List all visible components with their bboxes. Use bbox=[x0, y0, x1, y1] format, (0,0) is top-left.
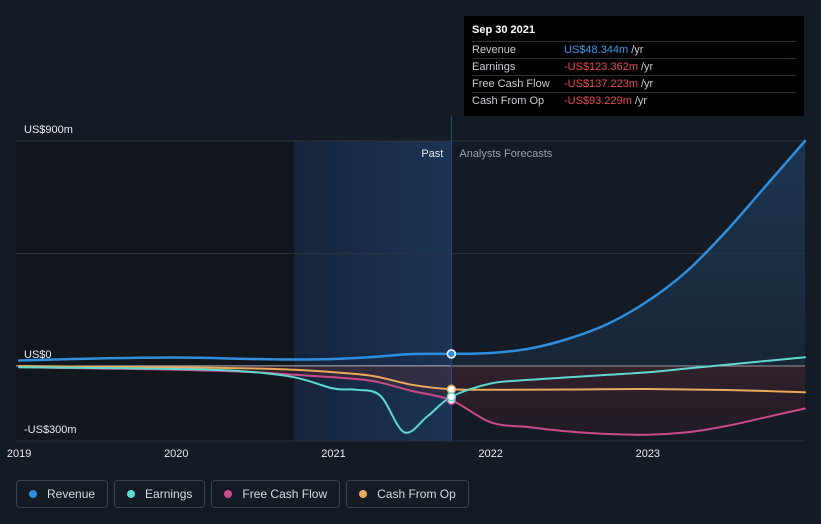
tooltip-panel: Sep 30 2021 Revenue US$48.344m/yr Earnings… bbox=[464, 16, 804, 116]
legend-item-revenue[interactable]: Revenue bbox=[16, 480, 109, 508]
x-tick-label: 2019 bbox=[7, 448, 31, 460]
tooltip-row-unit: /yr bbox=[631, 44, 644, 56]
legend-item-free-cash-flow[interactable]: Free Cash Flow bbox=[211, 480, 341, 508]
legend-item-label: Earnings bbox=[145, 487, 193, 501]
tooltip-row-label: Cash From Op bbox=[472, 95, 545, 107]
tooltip-row-value: -US$123.362m bbox=[564, 61, 638, 73]
tooltip-row-label: Free Cash Flow bbox=[472, 78, 550, 90]
legend-item-earnings[interactable]: Earnings bbox=[114, 480, 206, 508]
tooltip-row-value: -US$137.223m bbox=[564, 78, 638, 90]
legend-dot-icon bbox=[127, 490, 136, 498]
free-cash-flow-area-fill bbox=[16, 366, 805, 435]
tooltip-row-label: Revenue bbox=[472, 44, 517, 56]
revenue-line bbox=[17, 139, 807, 362]
cash-from-op-line bbox=[18, 365, 806, 394]
tooltip-row-unit: /yr bbox=[634, 95, 648, 107]
tooltip-row-unit: /yr bbox=[641, 78, 654, 90]
revenue-marker bbox=[446, 349, 457, 359]
past-label: Past bbox=[421, 148, 443, 160]
tooltip-row: Free Cash Flow -US$137.223m/yr bbox=[472, 75, 796, 92]
x-tick-label: 2023 bbox=[636, 448, 660, 460]
x-tick-label: 2020 bbox=[164, 448, 188, 460]
x-tick-label: 2022 bbox=[478, 448, 502, 460]
y-axis-label: US$0 bbox=[24, 349, 52, 361]
forecast-label: Analysts Forecasts bbox=[459, 148, 552, 160]
tooltip-row: Revenue US$48.344m/yr bbox=[472, 41, 796, 58]
earnings-line bbox=[18, 356, 806, 434]
legend-dot-icon bbox=[359, 490, 368, 498]
tooltip-row-unit: /yr bbox=[641, 61, 654, 73]
tooltip-row: Cash From Op -US$93.229m/yr bbox=[472, 92, 796, 109]
tooltip-row-value: US$48.344m bbox=[564, 44, 629, 56]
tooltip-row-label: Earnings bbox=[472, 61, 516, 73]
y-axis-label: -US$300m bbox=[24, 424, 77, 436]
legend-dot-icon bbox=[224, 490, 233, 498]
legend-item-label: Cash From Op bbox=[377, 487, 456, 501]
legend-item-label: Free Cash Flow bbox=[242, 487, 328, 501]
background-region bbox=[16, 141, 295, 441]
revenue-area-fill bbox=[451, 141, 805, 366]
y-axis-label: US$900m bbox=[24, 124, 73, 136]
tooltip-row-value: -US$93.229m bbox=[564, 95, 632, 107]
legend-dot-icon bbox=[29, 490, 37, 498]
tooltip-date: Sep 30 2021 bbox=[472, 24, 535, 36]
earnings-marker bbox=[446, 392, 457, 402]
x-tick-label: 2021 bbox=[321, 448, 345, 460]
tooltip-row: Earnings -US$123.362m/yr bbox=[472, 58, 796, 75]
past-region bbox=[294, 141, 452, 441]
legend-item-label: Revenue bbox=[47, 487, 96, 501]
legend: Revenue Earnings Free Cash Flow Cash From O… bbox=[16, 480, 469, 508]
legend-item-cash-from-op[interactable]: Cash From Op bbox=[346, 480, 469, 508]
